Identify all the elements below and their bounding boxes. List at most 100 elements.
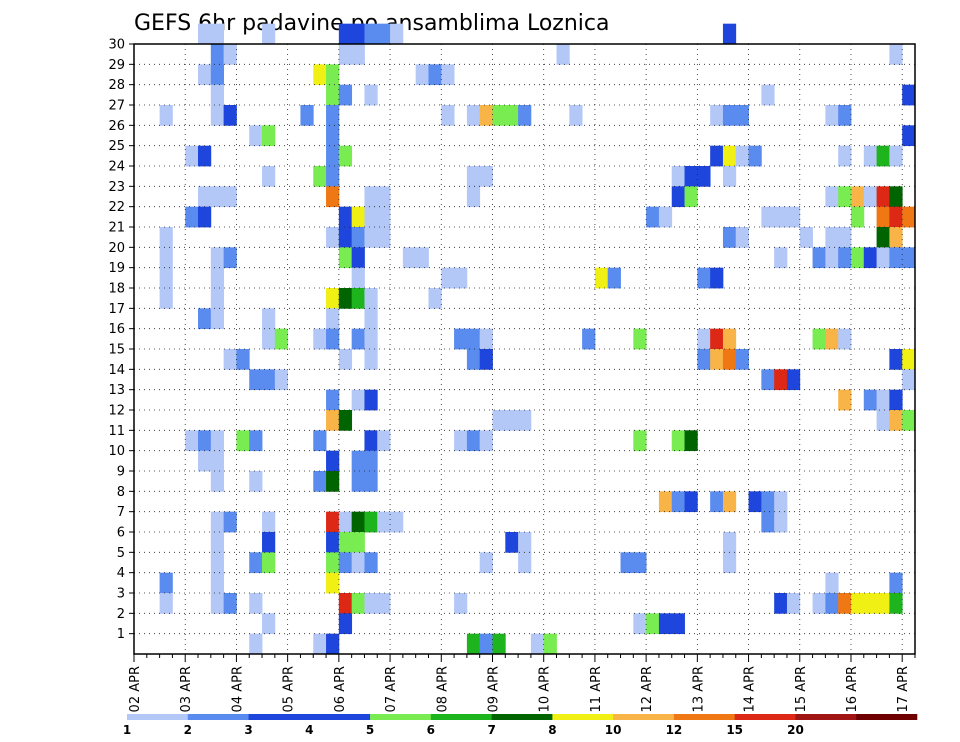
x-axis: 02 APR 03 APR 04 APR 05 APR 06 APR 07 APR 08 A… (128, 654, 916, 712)
heatmap-cell (377, 593, 391, 614)
heatmap-cell (338, 593, 353, 614)
heatmap-cell (210, 288, 225, 309)
heatmap-cell (402, 247, 417, 269)
heatmap-cell (748, 491, 762, 513)
heatmap-cell (223, 593, 237, 614)
heatmap-cell (466, 430, 481, 452)
heatmap-cell (735, 227, 749, 248)
heatmap-cell (198, 430, 212, 452)
heatmap-cell (326, 328, 340, 350)
heatmap-cell (684, 166, 698, 187)
heatmap-cell (223, 44, 237, 65)
heatmap-cell (838, 328, 852, 350)
heatmap-cell (671, 186, 685, 208)
heatmap-cell (658, 206, 673, 228)
heatmap-cell (326, 288, 340, 309)
heatmap-cell (338, 288, 353, 309)
legend-label: 1 (123, 723, 131, 737)
heatmap-cell (390, 23, 404, 45)
heatmap-cell (338, 410, 353, 431)
y-tick-label: 29 (108, 58, 125, 73)
heatmap-cell (364, 593, 378, 614)
heatmap-cell (492, 410, 506, 431)
heatmap-cell (210, 308, 225, 330)
heatmap-cell (326, 511, 340, 533)
y-axis: 1234567891011121314151617181920212223242… (108, 38, 134, 642)
heatmap-cell (479, 552, 493, 574)
heatmap-cell (812, 328, 826, 350)
heatmap-cell (671, 166, 685, 187)
heatmap-cell (210, 511, 225, 533)
heatmap-cell (902, 410, 916, 431)
heatmap-cell (850, 206, 865, 228)
y-tick-label: 10 (108, 444, 125, 459)
heatmap-cell (658, 613, 673, 635)
heatmap-cell (351, 206, 365, 228)
heatmap-cell (748, 145, 762, 167)
heatmap-cell (889, 227, 903, 248)
heatmap-cell (274, 369, 289, 391)
heatmap-cell (812, 593, 826, 614)
heatmap-cell (697, 349, 711, 370)
heatmap-cell (364, 23, 378, 45)
heatmap-cell (326, 572, 340, 594)
heatmap-cell (889, 593, 903, 614)
heatmap-cell (364, 389, 378, 411)
heatmap-cell (710, 105, 724, 126)
heatmap-cell (889, 206, 903, 228)
heatmap-cell (249, 552, 263, 574)
heatmap-cell (351, 247, 365, 269)
heatmap-cell (479, 166, 493, 187)
heatmap-cell (223, 247, 237, 269)
heatmap-cell (364, 186, 378, 208)
legend-swatch (491, 714, 553, 720)
heatmap-cell (710, 328, 724, 350)
heatmap-cell (262, 308, 276, 330)
heatmap-cell (210, 186, 225, 208)
heatmap-cell (607, 267, 621, 289)
heatmap-cell (441, 267, 455, 289)
heatmap-cell (466, 349, 481, 370)
heatmap-cell (300, 105, 314, 126)
heatmap-cell (210, 532, 225, 553)
heatmap-cell (825, 227, 839, 248)
heatmap-cell (505, 105, 519, 126)
heatmap-cell (236, 349, 250, 370)
heatmap-cell (364, 349, 378, 370)
legend-swatch (309, 714, 371, 720)
heatmap-cell (658, 491, 673, 513)
heatmap-cell (377, 23, 391, 45)
heatmap-cell (185, 430, 199, 452)
heatmap-cell (313, 166, 327, 187)
heatmap-cell (210, 105, 225, 126)
heatmap-cell (441, 105, 455, 126)
heatmap-cell (210, 430, 225, 452)
heatmap-cell (428, 288, 442, 309)
heatmap-cell (415, 64, 429, 86)
heatmap-cell (684, 491, 698, 513)
heatmap-cell (722, 23, 737, 45)
heatmap-cell (761, 511, 775, 533)
heatmap-cell (249, 471, 263, 492)
heatmap-cell (518, 105, 532, 126)
y-tick-label: 21 (108, 221, 125, 236)
heatmap-cell (262, 532, 276, 553)
y-tick-label: 30 (108, 38, 125, 53)
heatmap-cell (377, 186, 391, 208)
heatmap-cell (454, 593, 468, 614)
heatmap-cell (466, 186, 481, 208)
y-tick-label: 3 (117, 587, 125, 602)
heatmap-cell (594, 267, 609, 289)
x-tick-label: 16 APR (845, 666, 860, 712)
y-tick-label: 14 (108, 363, 125, 378)
heatmap-cell (774, 593, 788, 614)
heatmap-cell (338, 145, 353, 167)
heatmap-cell (556, 44, 570, 65)
x-tick-label: 10 APR (538, 666, 553, 712)
heatmap-cell (722, 552, 737, 574)
heatmap-cell (338, 44, 353, 65)
heatmap-cell (313, 430, 327, 452)
y-tick-label: 27 (108, 99, 125, 114)
heatmap-cell (185, 206, 199, 228)
heatmap-cell (492, 105, 506, 126)
